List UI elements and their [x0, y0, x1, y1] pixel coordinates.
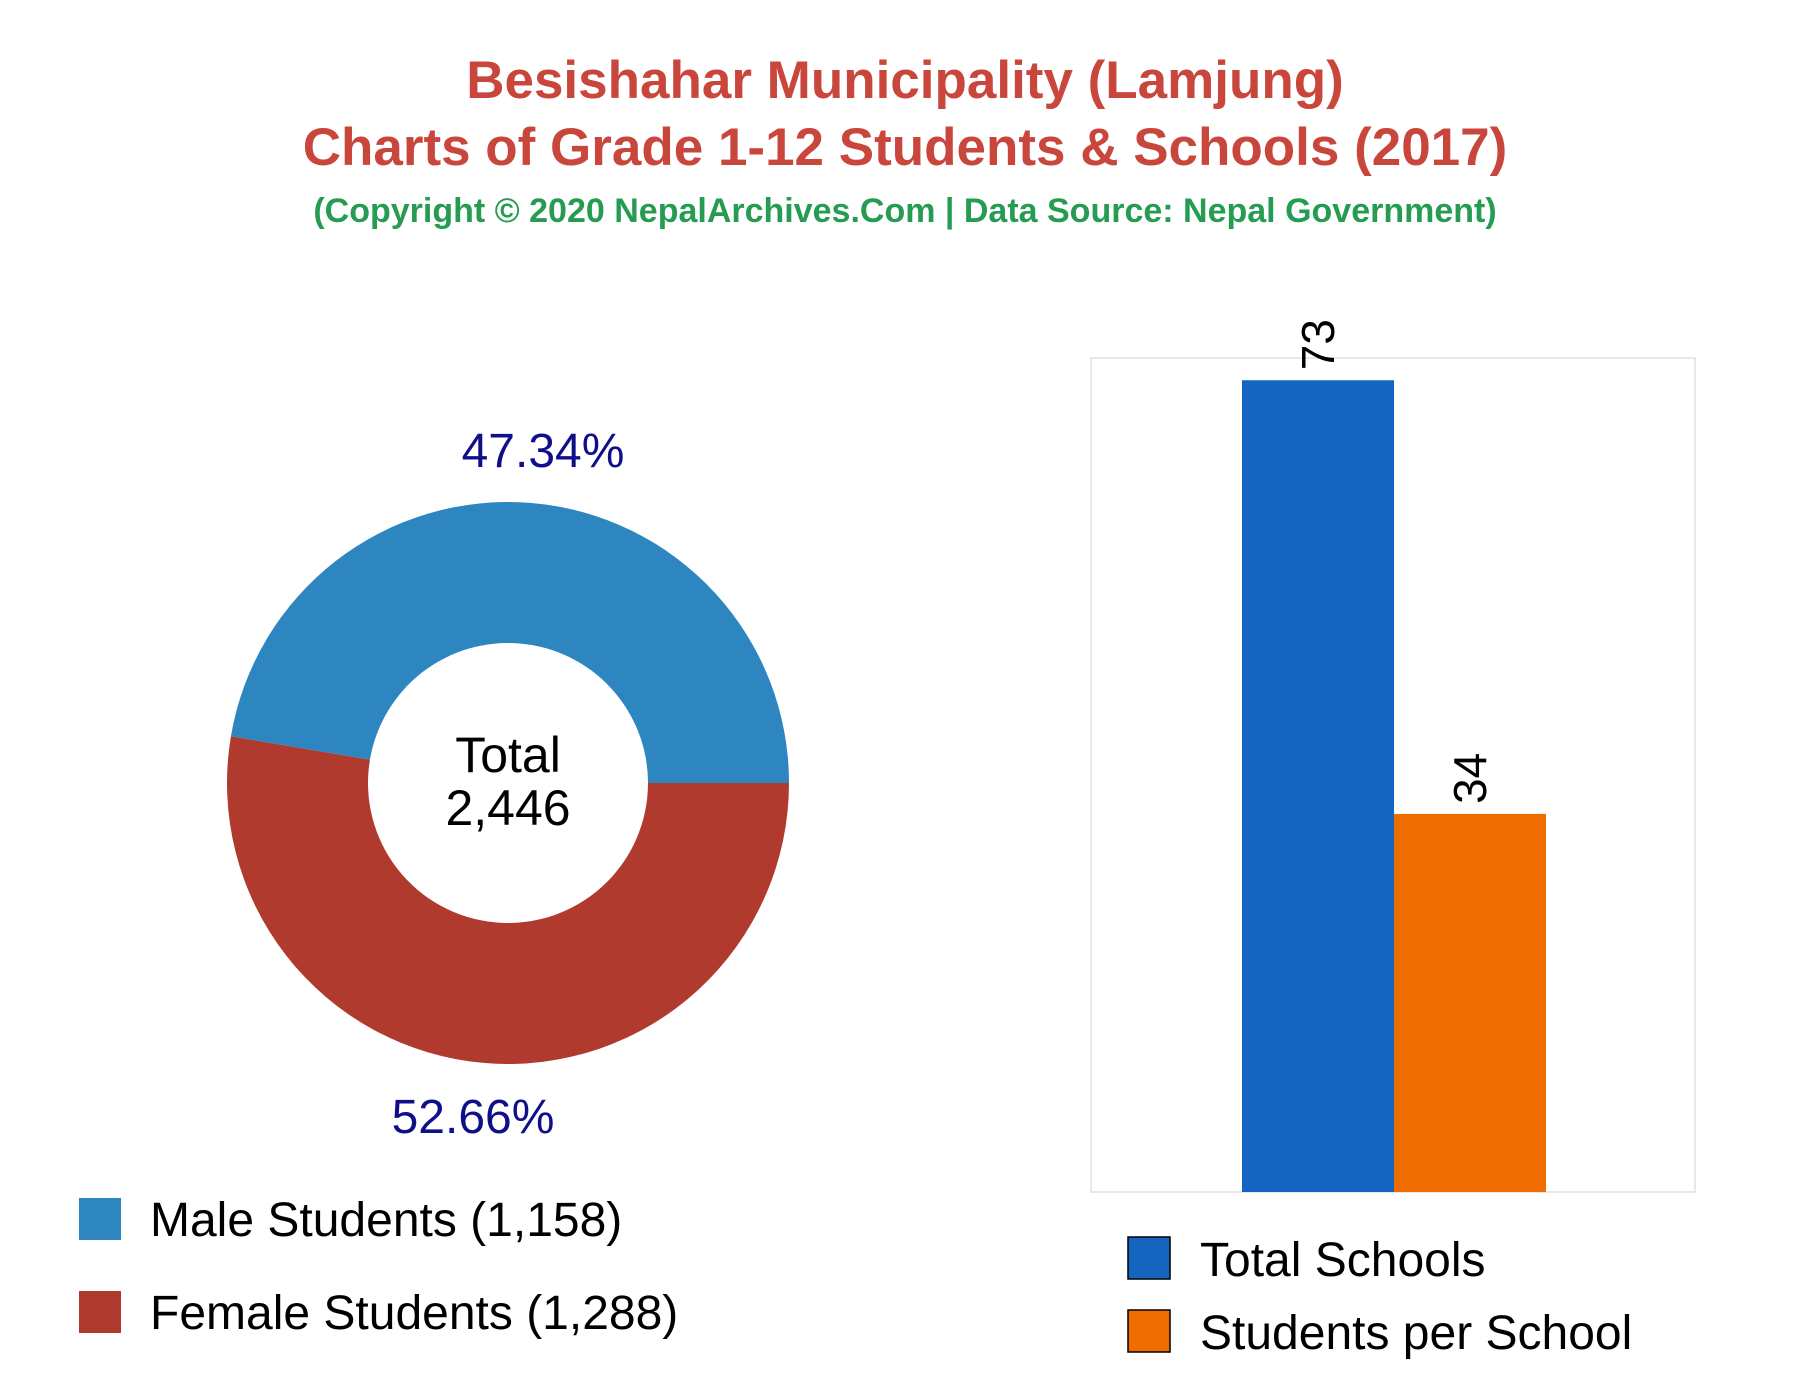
bar-students-per-school [1394, 813, 1546, 1192]
legend-label-male: Male Students (1,158) [150, 1194, 622, 1247]
bar-value-label-students-per-school: 34 [1444, 753, 1496, 804]
legend-swatch-students-per-school [1127, 1309, 1171, 1353]
legend-label-total-schools: Total Schools [1200, 1234, 1486, 1287]
male-percent-label: 47.34% [462, 425, 625, 478]
bar-chart: 73 34 [1090, 319, 1696, 1193]
legend-swatch-female [79, 1291, 121, 1333]
bar-value-label-total-schools: 73 [1292, 319, 1344, 370]
donut-legend: Male Students (1,158) Female Students (1… [79, 1194, 678, 1340]
legend-label-students-per-school: Students per School [1200, 1307, 1632, 1360]
donut-slice-female-students [226, 736, 789, 1064]
legend-swatch-male [79, 1198, 121, 1240]
donut-center-value: 2,446 [445, 780, 570, 836]
donut-center-label: Total [455, 727, 561, 783]
legend-label-female: Female Students (1,288) [150, 1287, 678, 1340]
bar-total-schools [1242, 380, 1394, 1192]
donut-slice-male-students [230, 502, 789, 783]
chart-subtitle: (Copyright © 2020 NepalArchives.Com | Da… [313, 192, 1496, 230]
chart-title-line-1: Besishahar Municipality (Lamjung) [466, 51, 1344, 110]
female-percent-label: 52.66% [392, 1091, 555, 1144]
bars: 73 34 [1242, 319, 1546, 1192]
chart-title-line-2: Charts of Grade 1-12 Students & Schools … [303, 118, 1508, 177]
donut-chart: 47.34% 52.66% Total 2,446 [226, 425, 789, 1144]
bar-legend: Total Schools Students per School [1127, 1234, 1632, 1360]
legend-swatch-total-schools [1127, 1236, 1171, 1280]
donut-slices [226, 502, 789, 1064]
